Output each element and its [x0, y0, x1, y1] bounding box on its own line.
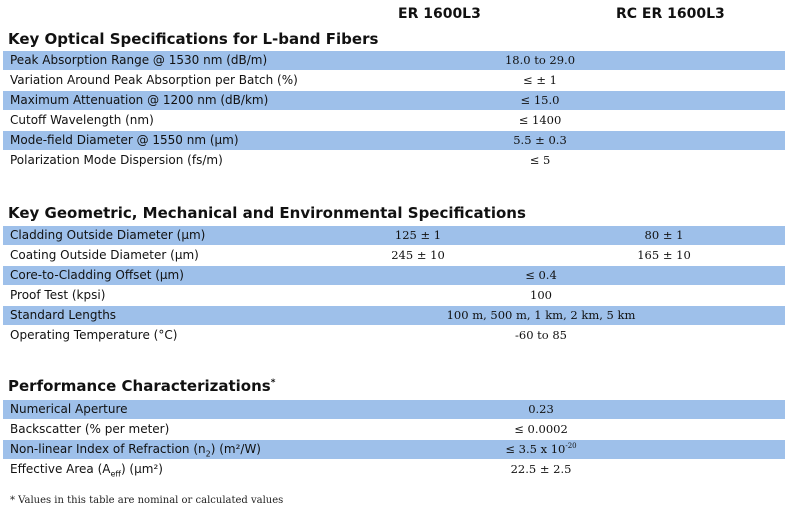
section-title-text: Performance Characterizations — [8, 377, 271, 395]
row-value: 100 — [530, 288, 552, 302]
table-row: Polarization Mode Dispersion (fs/m) ≤ 5 — [3, 151, 785, 170]
value-exponent: -20 — [565, 442, 577, 451]
row-value: ≤ 1400 — [518, 113, 562, 127]
row-label: Polarization Mode Dispersion (fs/m) — [10, 153, 223, 167]
table-row: Backscatter (% per meter) ≤ 0.0002 — [3, 420, 785, 439]
table-row: Proof Test (kpsi) 100 — [3, 286, 785, 305]
row-value: ≤ 0.0002 — [514, 422, 568, 436]
table-row: Non-linear Index of Refraction (n2) (m²/… — [3, 440, 785, 459]
label-subscript: eff — [110, 469, 121, 479]
row-label: Numerical Aperture — [10, 402, 128, 416]
row-value-rc-er1600l3: 80 ± 1 — [644, 228, 684, 242]
row-label: Operating Temperature (°C) — [10, 328, 178, 342]
table-row: Variation Around Peak Absorption per Bat… — [3, 71, 785, 90]
row-label: Cutoff Wavelength (nm) — [10, 113, 154, 127]
table-row: Maximum Attenuation @ 1200 nm (dB/km) ≤ … — [3, 91, 785, 110]
row-label: Mode-field Diameter @ 1550 nm (μm) — [10, 133, 239, 147]
row-label: Standard Lengths — [10, 308, 117, 322]
row-label: Variation Around Peak Absorption per Bat… — [10, 73, 298, 87]
row-value: ≤ 0.4 — [525, 268, 557, 282]
row-value-er1600l3: 245 ± 10 — [391, 248, 445, 262]
row-label: Core-to-Cladding Offset (μm) — [10, 268, 184, 282]
row-value: -60 to 85 — [514, 328, 568, 342]
table-row: Core-to-Cladding Offset (μm) ≤ 0.4 — [3, 266, 785, 285]
row-value: 100 m, 500 m, 1 km, 2 km, 5 km — [446, 308, 636, 322]
row-value: 0.23 — [528, 402, 554, 416]
row-value: ≤ 5 — [529, 153, 551, 167]
table-row: Mode-field Diameter @ 1550 nm (μm) 5.5 ±… — [3, 131, 785, 150]
section-title-geometric: Key Geometric, Mechanical and Environmen… — [8, 204, 526, 222]
row-label: Peak Absorption Range @ 1530 nm (dB/m) — [10, 53, 268, 67]
row-label: Backscatter (% per meter) — [10, 422, 170, 436]
table-row: Peak Absorption Range @ 1530 nm (dB/m) 1… — [3, 51, 785, 70]
table-row: Numerical Aperture 0.23 — [3, 400, 785, 419]
column-header-er1600l3: ER 1600L3 — [398, 6, 481, 22]
label-text: ) (μm²) — [120, 462, 163, 476]
row-value-rc-er1600l3: 165 ± 10 — [637, 248, 691, 262]
row-label: Coating Outside Diameter (μm) — [10, 248, 199, 262]
column-header-rc-er1600l3: RC ER 1600L3 — [616, 6, 725, 22]
table-row: Coating Outside Diameter (μm) 245 ± 10 1… — [3, 246, 785, 265]
table-row: Effective Area (Aeff) (μm²) 22.5 ± 2.5 — [3, 460, 785, 479]
row-value: 22.5 ± 2.5 — [510, 462, 572, 476]
section-title-optical: Key Optical Specifications for L-band Fi… — [8, 30, 379, 48]
row-label: Maximum Attenuation @ 1200 nm (dB/km) — [10, 93, 269, 107]
row-label: Cladding Outside Diameter (μm) — [10, 228, 206, 242]
row-value: 18.0 to 29.0 — [504, 53, 576, 67]
table-row: Operating Temperature (°C) -60 to 85 — [3, 326, 785, 345]
row-value: 5.5 ± 0.3 — [513, 133, 567, 147]
label-text: Non-linear Index of Refraction (n — [10, 442, 206, 456]
label-subscript: 2 — [205, 449, 211, 459]
row-value-er1600l3: 125 ± 1 — [394, 228, 442, 242]
footnote: * Values in this table are nominal or ca… — [10, 495, 284, 506]
footnote-marker: * — [270, 378, 276, 388]
section-title-performance: Performance Characterizations* — [8, 377, 275, 395]
row-value: ≤ 15.0 — [520, 93, 560, 107]
row-label: Non-linear Index of Refraction (n2) (m²/… — [10, 442, 261, 458]
value-text: ≤ 3.5 x 10 — [505, 442, 566, 456]
label-text: ) (m²/W) — [210, 442, 261, 456]
label-text: Effective Area (A — [10, 462, 111, 476]
row-label: Proof Test (kpsi) — [10, 288, 106, 302]
table-row: Standard Lengths 100 m, 500 m, 1 km, 2 k… — [3, 306, 785, 325]
row-label: Effective Area (Aeff) (μm²) — [10, 462, 163, 478]
row-value: ≤ 3.5 x 10-20 — [505, 442, 576, 456]
table-row: Cladding Outside Diameter (μm) 125 ± 1 8… — [3, 226, 785, 245]
table-row: Cutoff Wavelength (nm) ≤ 1400 — [3, 111, 785, 130]
row-value: ≤ ± 1 — [523, 73, 557, 87]
